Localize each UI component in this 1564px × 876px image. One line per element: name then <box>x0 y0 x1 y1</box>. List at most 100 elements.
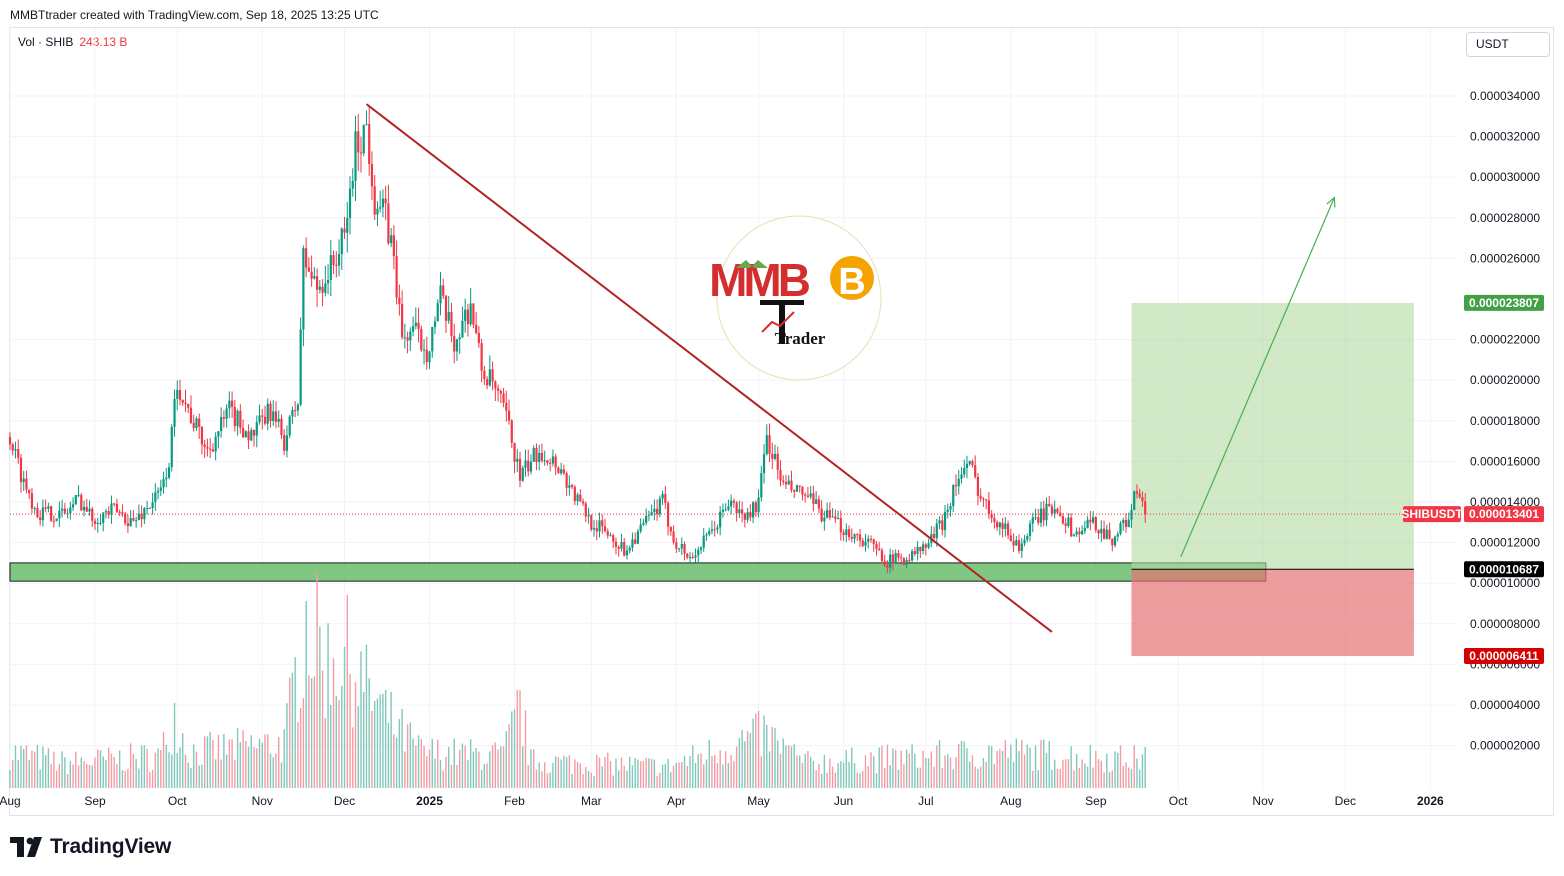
volume-bar <box>582 774 584 788</box>
volume-bar <box>113 756 115 788</box>
candle-body <box>178 389 182 400</box>
tradingview-logo[interactable]: TradingView <box>10 834 171 860</box>
volume-bar <box>406 724 409 788</box>
volume-bar <box>908 753 911 788</box>
candle-body <box>826 510 829 518</box>
volume-bar <box>491 745 494 788</box>
volume-bar <box>321 670 324 788</box>
support-zone <box>9 562 1267 582</box>
volume-bar <box>554 756 557 788</box>
candle-body <box>581 501 585 504</box>
candle-body <box>979 495 982 499</box>
volume-bar <box>530 749 532 788</box>
candle-body <box>464 309 467 321</box>
candle-body <box>757 497 760 513</box>
candle-body <box>869 538 873 540</box>
candle-body <box>1026 536 1029 540</box>
candle-body <box>905 559 908 565</box>
candle-body <box>247 431 250 441</box>
x-tick-label: 2025 <box>416 794 443 808</box>
candle-body <box>1023 539 1026 544</box>
volume-bar <box>897 769 900 788</box>
volume-bar <box>420 739 422 788</box>
candle-body <box>916 546 919 554</box>
x-tick-label: Nov <box>1252 794 1273 808</box>
volume-bar <box>563 755 565 788</box>
volume-bar <box>121 770 124 788</box>
volume-bar <box>346 595 348 788</box>
candle-body <box>30 493 34 509</box>
candle-body <box>798 485 801 487</box>
x-tick-label: Jul <box>918 794 933 808</box>
currency-button[interactable]: USDT <box>1466 32 1550 57</box>
candle-body <box>110 503 113 515</box>
candle-body <box>735 502 738 514</box>
candle-body <box>620 541 623 549</box>
volume-bar <box>883 768 886 788</box>
price-tag <box>1464 561 1544 578</box>
candle-body <box>782 480 785 483</box>
candle-body <box>200 426 204 445</box>
volume-bar <box>431 738 433 788</box>
candle-body <box>875 543 878 549</box>
volume-bar <box>217 734 220 788</box>
candle-body <box>370 164 374 187</box>
y-tick-label: 0.000016000 <box>1470 454 1540 468</box>
volume-bar <box>856 772 858 788</box>
candle-body <box>1105 529 1108 539</box>
price-tag-label: 0.000006411 <box>1469 649 1539 663</box>
volume-bar <box>456 764 458 788</box>
volume-bar <box>212 740 214 788</box>
candle-body <box>762 454 766 474</box>
candle-body <box>1089 519 1092 523</box>
volume-bar <box>88 764 91 788</box>
volume-bar <box>247 746 250 788</box>
candle-body <box>118 511 121 513</box>
volume-bar <box>55 770 58 788</box>
candle-body <box>28 489 31 494</box>
volume-bar <box>982 758 985 788</box>
candle-body <box>346 217 349 233</box>
volume-bar <box>165 745 167 788</box>
volume-legend[interactable]: Vol · SHIB 243.13 B <box>18 35 127 49</box>
candle-body <box>184 402 187 404</box>
volume-bar <box>522 746 524 788</box>
candle-body <box>795 485 799 492</box>
volume-bar <box>985 761 987 788</box>
volume-bar <box>752 718 754 788</box>
candle-body <box>173 398 176 427</box>
y-tick-label: 0.000018000 <box>1470 414 1540 428</box>
candle-body <box>239 410 242 428</box>
candle-body <box>140 513 143 520</box>
candle-body <box>513 442 516 462</box>
candle-body <box>433 321 437 327</box>
candle-body <box>746 512 749 520</box>
candle-body <box>631 539 634 548</box>
volume-bar <box>467 760 469 788</box>
volume-bar <box>538 762 540 788</box>
volume-bar <box>618 770 620 788</box>
volume-bar <box>486 763 488 788</box>
candle-body <box>688 557 692 559</box>
candle-body <box>159 487 162 491</box>
volume-bar <box>585 766 587 788</box>
volume-bar <box>478 751 480 788</box>
volume-bar <box>755 713 757 788</box>
candle-body <box>1138 493 1141 498</box>
x-tick-label: Dec <box>334 794 355 808</box>
candle-body <box>381 198 385 208</box>
candle-body <box>760 473 763 498</box>
candle-body <box>272 411 275 422</box>
candle-body <box>751 502 755 518</box>
candle-body <box>702 535 705 548</box>
candle-body <box>924 544 927 548</box>
candle-body <box>195 418 198 429</box>
bitcoin-icon: B <box>838 261 865 303</box>
volume-bar <box>1084 763 1086 788</box>
volume-bar <box>777 740 779 788</box>
volume-bar <box>267 734 269 788</box>
volume-bar <box>269 753 272 788</box>
volume-bar <box>867 766 869 788</box>
candle-body <box>228 400 231 409</box>
